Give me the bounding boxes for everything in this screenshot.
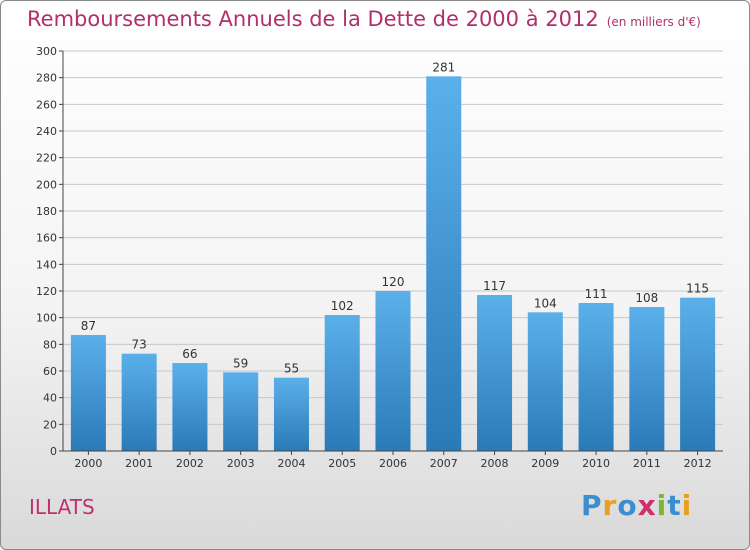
value-label: 111 [585,287,608,301]
chart-title-text: Remboursements Annuels de la Dette de 20… [27,7,599,31]
x-tick-label: 2006 [379,457,407,470]
y-tick-label: 20 [43,418,57,431]
y-tick-label: 100 [36,312,57,325]
value-label: 120 [382,275,405,289]
x-tick-label: 2002 [176,457,204,470]
y-tick-label: 40 [43,392,57,405]
x-tick-label: 2012 [684,457,712,470]
value-label: 117 [483,279,506,293]
bar-2003 [223,372,259,451]
x-tick-label: 2003 [227,457,255,470]
value-label: 66 [182,347,197,361]
x-tick-label: 2001 [125,457,153,470]
bar-2007 [426,76,462,451]
chart-title: Remboursements Annuels de la Dette de 20… [27,7,701,31]
x-tick-label: 2011 [633,457,661,470]
value-label: 55 [284,362,299,376]
logo-letter: P [581,489,603,522]
bar-2010 [578,303,614,451]
y-tick-label: 60 [43,365,57,378]
y-tick-label: 0 [50,445,57,458]
x-tick-label: 2004 [277,457,305,470]
value-label: 281 [432,60,455,74]
logo-letter: x [637,489,657,522]
bar-2002 [172,363,208,451]
y-tick-label: 300 [36,45,57,58]
y-tick-label: 240 [36,125,57,138]
value-label: 73 [132,338,147,352]
y-tick-label: 80 [43,338,57,351]
value-label: 87 [81,319,96,333]
bar-2005 [324,315,360,451]
y-tick-label: 160 [36,232,57,245]
value-label: 108 [635,291,658,305]
axes: 0 20 40 60 80 100 120 140 160 180 200 220 240 260 280 3… [36,45,723,470]
y-tick-label: 220 [36,152,57,165]
logo-letter: o [617,489,638,522]
value-label: 102 [331,299,354,313]
logo-letter: t [667,489,682,522]
bar-2012 [680,297,716,451]
x-tick-label: 2000 [74,457,102,470]
x-tick-label: 2009 [531,457,559,470]
x-tick-label: 2005 [328,457,356,470]
chart-unit: (en milliers d'€) [606,15,701,29]
logo-letter: i [681,489,693,522]
value-label: 115 [686,282,709,296]
bar-2006 [375,291,411,451]
y-tick-label: 140 [36,258,57,271]
y-tick-label: 180 [36,205,57,218]
proxiti-logo[interactable]: Proxiti [581,489,692,522]
x-tick-label: 2008 [481,457,509,470]
bar-2001 [121,353,157,451]
bar-2011 [629,307,665,451]
x-tick-label: 2007 [430,457,458,470]
x-tick-label: 2010 [582,457,610,470]
bars: 87 73 66 59 55 102 120 281 117 104 111 108 115 [70,60,716,451]
logo-letter: r [602,489,618,522]
value-label: 59 [233,356,248,370]
y-tick-label: 200 [36,178,57,191]
commune-name: ILLATS [29,495,95,519]
bar-2008 [477,295,513,451]
bar-2000 [70,335,106,451]
logo-letter: i [656,489,668,522]
y-tick-label: 120 [36,285,57,298]
y-tick-label: 280 [36,72,57,85]
bar-2009 [527,312,563,451]
bar-2004 [273,377,309,451]
y-tick-label: 260 [36,98,57,111]
value-label: 104 [534,296,557,310]
